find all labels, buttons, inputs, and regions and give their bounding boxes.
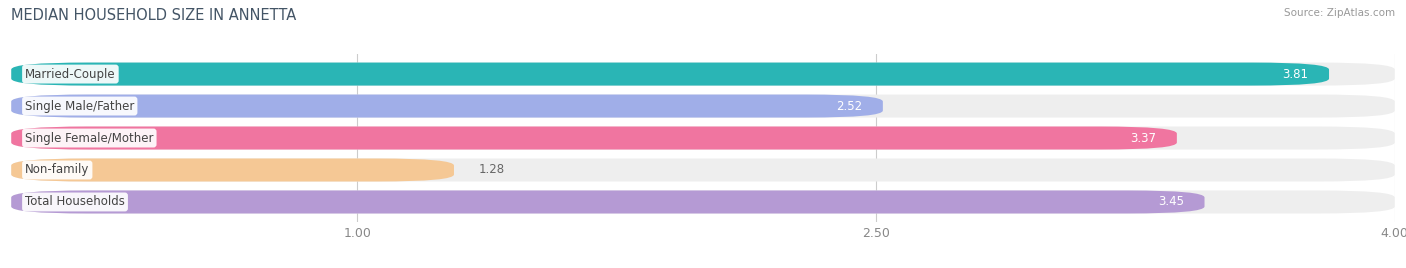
FancyBboxPatch shape	[11, 126, 1177, 150]
Text: Non-family: Non-family	[25, 163, 90, 177]
FancyBboxPatch shape	[11, 95, 1395, 118]
FancyBboxPatch shape	[11, 62, 1329, 85]
Text: MEDIAN HOUSEHOLD SIZE IN ANNETTA: MEDIAN HOUSEHOLD SIZE IN ANNETTA	[11, 8, 297, 23]
Text: 3.45: 3.45	[1157, 195, 1184, 209]
Text: 3.37: 3.37	[1130, 132, 1156, 144]
Text: Married-Couple: Married-Couple	[25, 68, 115, 81]
Text: Source: ZipAtlas.com: Source: ZipAtlas.com	[1284, 8, 1395, 18]
Text: Single Male/Father: Single Male/Father	[25, 99, 135, 113]
Text: Single Female/Mother: Single Female/Mother	[25, 132, 153, 144]
FancyBboxPatch shape	[11, 158, 1395, 181]
Text: 1.28: 1.28	[478, 163, 505, 177]
FancyBboxPatch shape	[11, 126, 1395, 150]
FancyBboxPatch shape	[11, 95, 883, 118]
FancyBboxPatch shape	[11, 62, 1395, 85]
FancyBboxPatch shape	[11, 191, 1395, 214]
FancyBboxPatch shape	[11, 158, 454, 181]
FancyBboxPatch shape	[11, 191, 1205, 214]
Text: Total Households: Total Households	[25, 195, 125, 209]
Text: 2.52: 2.52	[837, 99, 862, 113]
Text: 3.81: 3.81	[1282, 68, 1308, 81]
